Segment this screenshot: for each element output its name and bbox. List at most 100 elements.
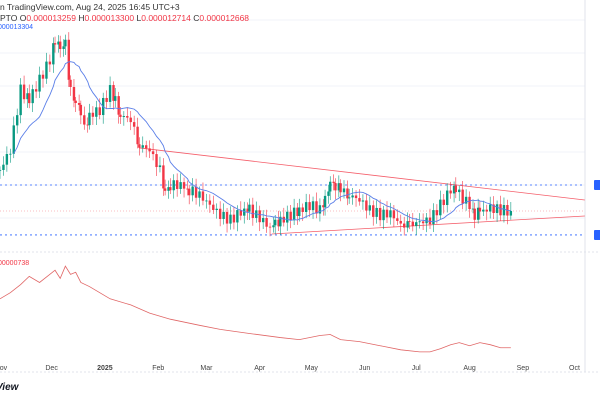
candle-body — [418, 221, 421, 223]
candle-body — [212, 204, 215, 210]
candle-body — [439, 199, 442, 216]
candle-body — [218, 208, 222, 219]
candle-body — [69, 79, 72, 87]
candle-body — [468, 196, 471, 210]
candle-body — [464, 196, 468, 204]
candle-body — [365, 200, 368, 211]
candle-body — [248, 204, 251, 212]
candle-body — [239, 210, 242, 216]
candle-body — [261, 218, 265, 223]
candle-body — [454, 185, 457, 193]
candle-body — [48, 61, 52, 65]
chart-source-line: n TradingView.com, Aug 24, 2025 16:45 UT… — [0, 2, 180, 12]
candle-body — [446, 190, 449, 206]
candle-body — [473, 208, 476, 220]
candle-body — [148, 148, 151, 152]
time-tick-label: Aug — [463, 365, 476, 372]
candle-body — [301, 207, 304, 212]
candle-body — [83, 115, 86, 125]
candle-body — [282, 216, 285, 223]
candle-body — [172, 180, 175, 191]
candle-body — [5, 154, 9, 165]
candle-body — [323, 195, 327, 208]
candle-body — [167, 187, 170, 191]
candle-body — [458, 189, 461, 193]
candle-body — [308, 202, 311, 211]
candle-body — [258, 210, 261, 223]
candle-body — [382, 209, 385, 221]
candle-body — [471, 208, 475, 210]
candle-body — [339, 183, 342, 193]
candle-body — [389, 210, 392, 218]
ma-legend-value: 000013304 — [0, 24, 34, 31]
candle-body — [105, 97, 108, 102]
candle-body — [322, 205, 325, 208]
candle-body — [158, 165, 162, 168]
candle-body — [194, 186, 198, 198]
candle-body — [509, 210, 513, 216]
candle-body — [169, 187, 172, 191]
ohlc-legend: PTO O0.000013259 H0.000013300 L0.0000127… — [0, 13, 249, 23]
indicator-legend-value: 00000738 — [0, 260, 30, 267]
candle-body — [191, 186, 194, 196]
candle-body — [155, 154, 158, 168]
candle-body — [0, 169, 2, 171]
candle-body — [91, 112, 95, 117]
candle-body — [342, 188, 346, 193]
candle-body — [442, 199, 445, 206]
candle-body — [406, 221, 409, 228]
time-tick-label: Jul — [411, 365, 421, 372]
moving-average-line — [13, 61, 511, 222]
candle-body — [151, 151, 155, 155]
time-tick-label: 2025 — [97, 365, 113, 372]
candle-body — [162, 165, 165, 189]
candle-body — [179, 182, 182, 189]
candle-body — [95, 107, 98, 117]
candle-body — [368, 205, 371, 211]
close-value: 0.000012668 — [199, 13, 250, 23]
open-value: 0.000013259 — [26, 13, 76, 23]
candle-body — [201, 191, 205, 201]
candle-body — [334, 182, 337, 191]
candle-body — [126, 116, 129, 118]
candle-body — [136, 126, 139, 145]
candle-body — [327, 191, 330, 196]
high-key: H — [78, 13, 85, 23]
candle-body — [432, 210, 435, 225]
candle-body — [38, 74, 41, 92]
candle-body — [28, 93, 31, 104]
low-value: 0.000012714 — [141, 13, 191, 23]
candle-body — [98, 107, 101, 116]
candle-body — [22, 84, 26, 100]
candle-body — [208, 200, 212, 205]
candle-body — [378, 207, 382, 221]
time-tick-label: ov — [0, 365, 8, 372]
candle-body — [268, 226, 272, 228]
candle-body — [392, 210, 396, 219]
candle-body — [428, 217, 432, 225]
candle-body — [229, 214, 232, 224]
candle-body — [408, 221, 411, 222]
candle-body — [332, 181, 335, 183]
candle-body — [108, 85, 112, 102]
candle-body — [2, 164, 5, 170]
candle-body — [415, 222, 418, 227]
candle-body — [403, 223, 406, 228]
candle-body — [215, 208, 218, 210]
candle-body — [347, 197, 351, 199]
candle-body — [59, 41, 62, 50]
candle-body — [292, 207, 296, 221]
candle-body — [79, 104, 83, 116]
candle-body — [41, 74, 45, 79]
candle-body — [478, 207, 482, 212]
candle-body — [205, 200, 208, 202]
candle-body — [354, 195, 358, 199]
candle-body — [272, 225, 275, 228]
candle-body — [67, 39, 70, 80]
candle-body — [182, 182, 186, 189]
candle-body — [399, 220, 402, 224]
candle-body — [495, 204, 499, 213]
candle-body — [72, 86, 76, 101]
time-tick-label: Mar — [200, 365, 213, 372]
